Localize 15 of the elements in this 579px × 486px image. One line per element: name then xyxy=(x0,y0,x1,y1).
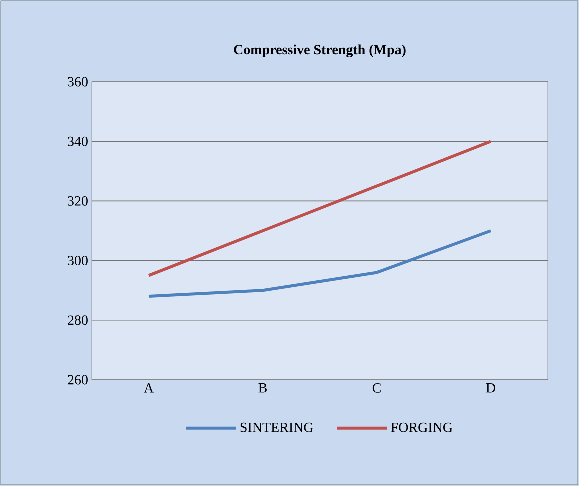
y-tick-label: 360 xyxy=(68,77,88,87)
y-tick-label: 300 xyxy=(68,256,88,266)
x-tick-label: C xyxy=(372,384,381,393)
line-series xyxy=(148,140,492,278)
x-tick-label: B xyxy=(258,384,267,393)
legend-label: FORGING xyxy=(391,422,453,432)
x-tick-label: D xyxy=(486,384,496,393)
chart-title: Compressive Strength (Mpa) xyxy=(234,44,406,58)
legend-label: SINTERING xyxy=(240,422,314,432)
y-tick-label: 320 xyxy=(68,196,88,206)
line-series xyxy=(148,229,492,298)
y-tick-label: 260 xyxy=(68,375,88,385)
x-tick-label: A xyxy=(144,384,154,393)
y-tick-label: 280 xyxy=(68,316,88,326)
y-tick-label: 340 xyxy=(68,136,88,146)
